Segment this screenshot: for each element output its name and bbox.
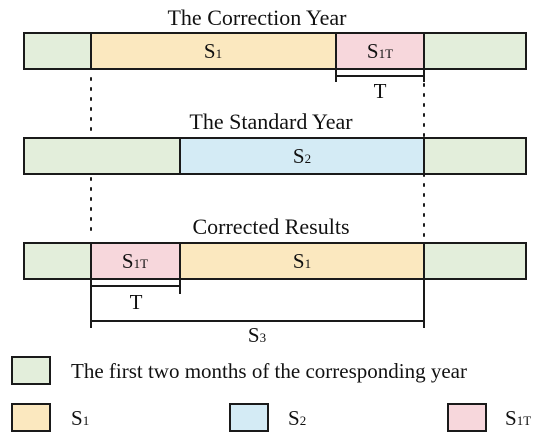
legend-item-s1t: S1T bbox=[447, 403, 531, 432]
correction-year-title: The Correction Year bbox=[167, 5, 347, 30]
standard-year-s2-label: S2 bbox=[293, 144, 311, 168]
standard-year-first-months bbox=[23, 137, 181, 175]
corrected-results-s1t-segment bbox=[90, 242, 181, 280]
corrected-results-s3-label: S3 bbox=[248, 323, 266, 347]
correction-year-s1-label: S1 bbox=[204, 39, 222, 63]
corrected-results-s1-segment bbox=[179, 242, 425, 280]
corrected-results-t-label: T bbox=[130, 290, 143, 314]
correction-year-t-bracket bbox=[335, 69, 425, 82]
legend-label-s2: S2 bbox=[288, 406, 306, 430]
correction-year-tail bbox=[423, 32, 527, 70]
legend-label-first-two-months: The first two months of the correspondin… bbox=[71, 359, 467, 383]
legend-item-s1: S1 bbox=[11, 403, 89, 432]
standard-year-bar bbox=[23, 137, 527, 175]
corrected-results-title: Corrected Results bbox=[192, 214, 349, 239]
legend-label-s1t: S1T bbox=[505, 406, 531, 430]
standard-year-tail bbox=[423, 137, 527, 175]
corrected-results-bar bbox=[23, 242, 527, 280]
corrected-results-first-months bbox=[23, 242, 92, 280]
correction-year-first-months bbox=[23, 32, 92, 70]
corrected-results-t-bracket bbox=[90, 279, 181, 294]
corrected-results-tail bbox=[423, 242, 527, 280]
legend-swatch-s1 bbox=[11, 403, 51, 432]
legend-swatch-first-two-months bbox=[11, 356, 51, 385]
standard-year-s2-segment bbox=[179, 137, 425, 175]
correction-year-s1t-label: S1T bbox=[367, 39, 393, 63]
legend-swatch-s1t bbox=[447, 403, 487, 432]
correction-year-bar bbox=[23, 32, 527, 70]
legend-swatch-s2 bbox=[229, 403, 269, 432]
correction-year-s1t-segment bbox=[335, 32, 425, 70]
standard-year-title: The Standard Year bbox=[189, 109, 353, 134]
legend: The first two months of the correspondin… bbox=[11, 356, 531, 432]
corrected-results-s3-bracket bbox=[90, 279, 425, 328]
corrected-results-s1t-label: S1T bbox=[122, 249, 148, 273]
legend-item-first-two-months: The first two months of the correspondin… bbox=[11, 356, 467, 385]
legend-label-s1: S1 bbox=[71, 406, 89, 430]
correction-year-t-label: T bbox=[374, 79, 387, 103]
legend-item-s2: S2 bbox=[229, 403, 306, 432]
correction-year-s1-segment bbox=[90, 32, 337, 70]
corrected-results-s1-label: S1 bbox=[293, 249, 311, 273]
